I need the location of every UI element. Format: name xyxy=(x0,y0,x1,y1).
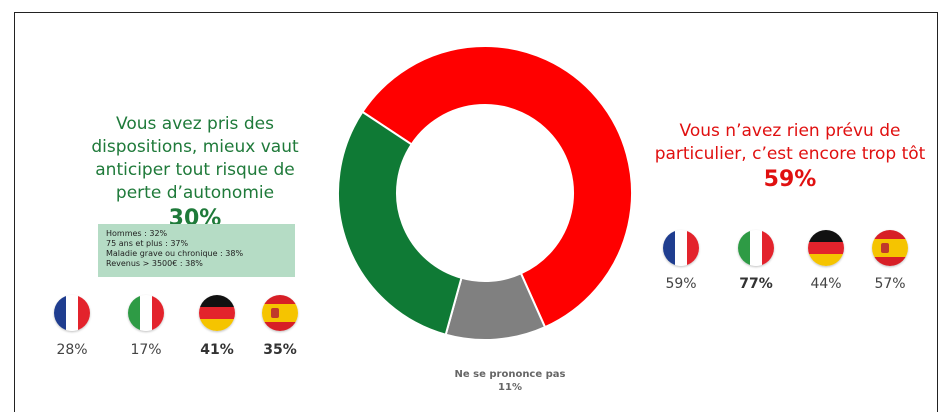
left-italy-value: 17% xyxy=(130,342,162,358)
left-france-value: 28% xyxy=(56,342,88,358)
right-france-value: 59% xyxy=(665,276,697,292)
spain-flag-icon xyxy=(262,295,298,331)
stat-line: Maladie grave ou chronique : 38% xyxy=(106,249,244,258)
left-germany-value: 41% xyxy=(200,342,234,358)
left-title-line: dispositions, mieux vaut xyxy=(91,137,299,157)
right-percentage: 59% xyxy=(763,167,817,192)
right-germany-value: 44% xyxy=(810,276,842,292)
left-title-line: perte d’autonomie xyxy=(115,183,275,203)
donut-chart xyxy=(337,45,633,341)
no-opinion-label: Ne se prononce pas 11% xyxy=(420,368,600,394)
no-opinion-text: Ne se prononce pas xyxy=(454,369,566,380)
spain-flag-icon xyxy=(872,230,908,266)
right-spain-value: 57% xyxy=(874,276,906,292)
germany-flag-icon xyxy=(808,230,844,266)
right-title-line: Vous n’avez rien prévu de xyxy=(679,121,901,141)
left-title-line: anticiper tout risque de xyxy=(95,160,295,180)
germany-flag-icon xyxy=(199,295,235,331)
stats-box: Hommes : 32% 75 ans et plus : 37% Maladi… xyxy=(98,224,295,277)
right-italy-value: 77% xyxy=(739,276,773,292)
italy-flag-icon xyxy=(738,230,774,266)
left-title: Vous avez pris des dispositions, mieux v… xyxy=(75,113,315,230)
slice-green-dispositions xyxy=(337,110,463,336)
chart-frame xyxy=(14,12,938,412)
italy-flag-icon xyxy=(128,295,164,331)
left-spain-value: 35% xyxy=(263,342,297,358)
no-opinion-pct: 11% xyxy=(498,382,522,393)
france-flag-icon xyxy=(663,230,699,266)
left-title-line: Vous avez pris des xyxy=(116,114,274,134)
france-flag-icon xyxy=(54,295,90,331)
stat-line: Revenus > 3500€ : 38% xyxy=(106,259,203,268)
stat-line: 75 ans et plus : 37% xyxy=(106,239,189,248)
slice-red-rien-prevu xyxy=(361,45,633,329)
right-title-line: particulier, c’est encore trop tôt xyxy=(654,144,926,164)
right-title: Vous n’avez rien prévu de particulier, c… xyxy=(640,120,940,191)
stat-line: Hommes : 32% xyxy=(106,229,168,238)
